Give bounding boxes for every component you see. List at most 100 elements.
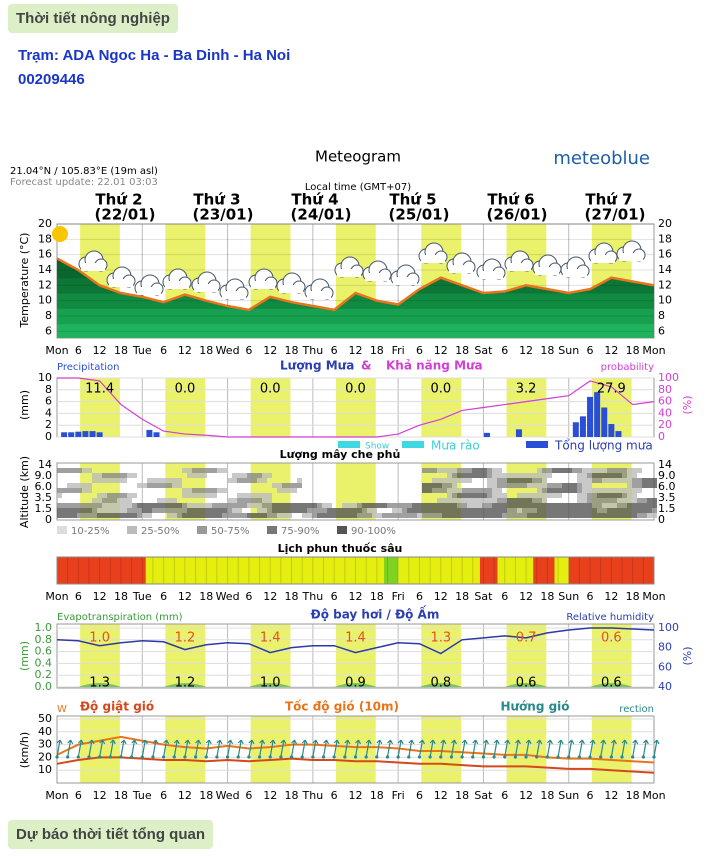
wind-arrow (632, 739, 639, 758)
cloud-cell (207, 513, 212, 518)
x-tick-label: 6 (501, 590, 508, 603)
x-tick-label: 18 (455, 590, 469, 603)
wind-arrow (163, 739, 170, 758)
daylight (591, 716, 632, 783)
cloud-cell (502, 503, 507, 508)
cloud-cell (602, 493, 607, 498)
x-tick-label: Tue (132, 344, 152, 357)
cloud-cell (457, 473, 462, 478)
cloud-base (109, 279, 133, 287)
cloud-cell (237, 473, 242, 478)
cloud-cell (302, 513, 307, 518)
cloud-cell (92, 478, 97, 483)
cloud-cell (562, 483, 567, 488)
day-date: (22/01) (95, 206, 156, 224)
cloud-cell (77, 513, 82, 518)
cloud-cell (512, 483, 517, 488)
cloud-cell (362, 503, 367, 508)
cloud-cell (257, 508, 262, 513)
cloud-cell (492, 493, 497, 498)
cloud-cell (117, 473, 122, 478)
cloud-cell (447, 473, 452, 478)
cloud-cell (452, 473, 457, 478)
cloud-cell (92, 508, 97, 513)
y-tick-label: 0 (45, 513, 52, 526)
cloud-cell (637, 488, 642, 493)
cloud-cell (472, 513, 477, 518)
rain-bar (75, 431, 82, 437)
cloud-cell (132, 473, 137, 478)
wind-arrow (301, 739, 308, 758)
wind-arrow (344, 739, 351, 758)
cloud-cell (632, 483, 637, 488)
x-tick-label: 6 (245, 789, 252, 802)
cloud-cell (532, 473, 537, 478)
cloud-cell (597, 473, 602, 478)
cloud-cell (257, 473, 262, 478)
cloud-cell (562, 468, 567, 473)
cloud-cell (577, 503, 582, 508)
wind-arrow (568, 739, 575, 758)
cloud-cell (627, 478, 632, 483)
cloud-cell (202, 473, 207, 478)
cloud-cell (152, 503, 157, 508)
cloud-cell (162, 503, 167, 508)
wind-arrow (99, 739, 106, 758)
cloud-cell (107, 478, 112, 483)
panel-title: & (361, 359, 371, 373)
cloud-cell (307, 513, 312, 518)
legend-label: 50-75% (211, 526, 250, 537)
wind-arrow (557, 739, 564, 758)
x-tick-label: Thu (302, 590, 324, 603)
cloud-cell (117, 508, 122, 513)
cloud-cell (67, 508, 72, 513)
cloud-cell (627, 483, 632, 488)
cloud-cell (217, 468, 222, 473)
x-tick-label: Wed (216, 789, 240, 802)
cloud-cell (622, 503, 627, 508)
cloud-cell (482, 493, 487, 498)
x-tick-label: 12 (263, 789, 277, 802)
cloud-cell (512, 508, 517, 513)
x-tick-label: Mon (642, 789, 665, 802)
wind-arrow (237, 739, 244, 758)
cloud-cell (87, 503, 92, 508)
cloud-cell (132, 508, 137, 513)
cloud-cell (652, 483, 657, 488)
cloud-cell (427, 488, 432, 493)
cloud-cell (452, 513, 457, 518)
cloud-cell (542, 483, 547, 488)
cloud-cell (547, 513, 552, 518)
wind-arrow (173, 739, 180, 758)
cloud-cell (587, 493, 592, 498)
spray-segment (57, 557, 146, 584)
cloud-cell (467, 508, 472, 513)
cloud-cell (542, 478, 547, 483)
x-tick-label: 18 (114, 590, 128, 603)
cloud-cell (577, 488, 582, 493)
cloud-cell (272, 513, 277, 518)
y-tick-label: 6.0 (35, 480, 53, 493)
cloud-cell (372, 503, 377, 508)
wind-arrow (312, 739, 319, 758)
cloud-cell (257, 503, 262, 508)
cloud-cell (607, 493, 612, 498)
cloud-cell (72, 513, 77, 518)
x-tick-label: Sat (474, 789, 493, 802)
cloud-cell (647, 503, 652, 508)
wind-arrow (290, 739, 298, 758)
legend-swatch (267, 526, 277, 534)
cloud-cell (152, 483, 157, 488)
cloud-cell (507, 498, 512, 503)
evapo-hump (248, 683, 292, 687)
x-tick-label: 18 (626, 789, 640, 802)
wind-arrow (610, 739, 617, 758)
cloud-cell (602, 508, 607, 513)
legend-swatch (57, 526, 67, 534)
panel-title: Độ giật gió (80, 700, 154, 714)
cloud-cell (597, 503, 602, 508)
y2-tick-label: 60 (658, 660, 672, 673)
rain-bar (68, 432, 75, 437)
meteogram-title: Meteogram (315, 148, 401, 166)
y-tick-label: 0.4 (35, 656, 53, 669)
